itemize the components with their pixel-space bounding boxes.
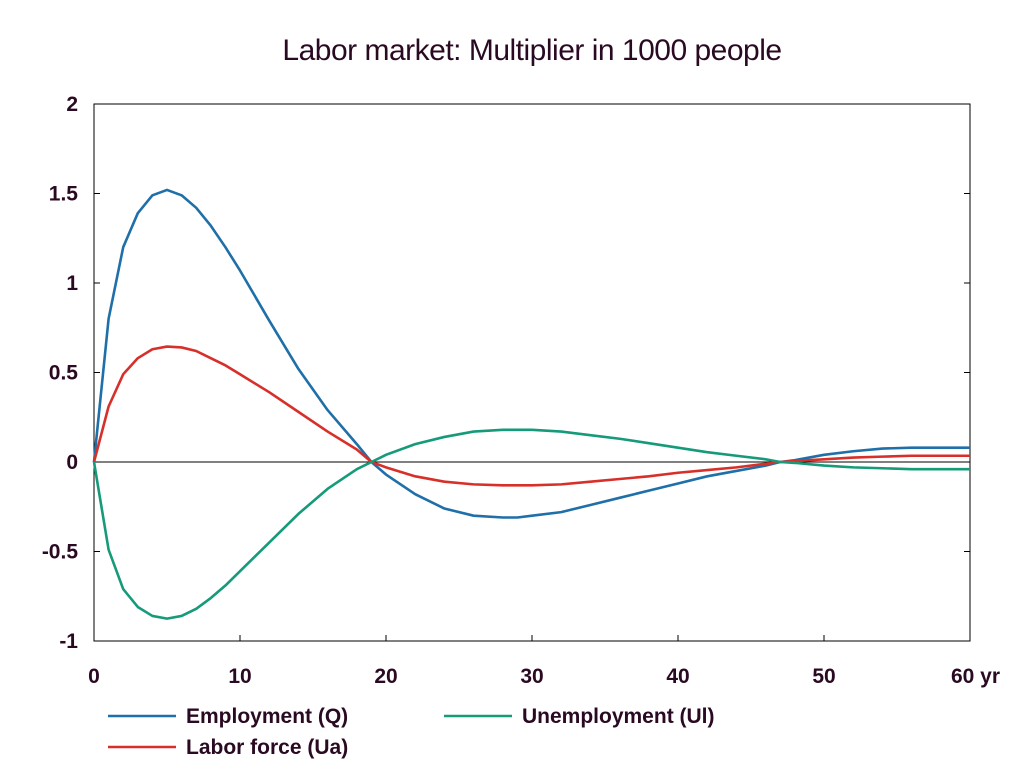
x-tick-label: 30 xyxy=(520,665,543,688)
x-tick-label: 10 xyxy=(228,665,251,688)
plot-border xyxy=(93,103,971,642)
series-line-1 xyxy=(92,188,970,519)
y-axis: -1 -0.5 0 0.5 1 1.5 2 xyxy=(42,93,970,653)
legend-label: Unemployment (Ul) xyxy=(522,705,715,728)
y-tick-label: 0 xyxy=(66,451,78,474)
x-tick-label: 50 xyxy=(812,665,835,688)
chart-title: Labor market: Multiplier in 1000 people xyxy=(282,34,781,67)
legend-label: Labor force (Ua) xyxy=(186,736,348,759)
x-tick-label: 20 xyxy=(374,665,397,688)
x-tick-label: 40 xyxy=(666,665,689,688)
y-tick-label: 0.5 xyxy=(49,362,79,385)
x-tick-label: 60 yr xyxy=(951,665,1000,688)
series-lines xyxy=(92,188,970,620)
series-line-2 xyxy=(92,345,970,487)
y-tick-label: 1.5 xyxy=(49,183,79,206)
x-tick-label: 0 xyxy=(88,665,100,688)
y-tick-label: -0.5 xyxy=(42,541,79,564)
plot-area xyxy=(93,103,971,642)
x-axis: 0 10 20 30 40 50 60 yr xyxy=(88,635,1000,688)
legend: Employment (Q) Labor force (Ua) Unemployme… xyxy=(108,705,715,759)
y-tick-label: 1 xyxy=(66,272,78,295)
series-line-3 xyxy=(92,428,970,620)
legend-label: Employment (Q) xyxy=(186,705,348,728)
y-tick-label: 2 xyxy=(66,93,78,116)
y-tick-label: -1 xyxy=(59,630,78,653)
